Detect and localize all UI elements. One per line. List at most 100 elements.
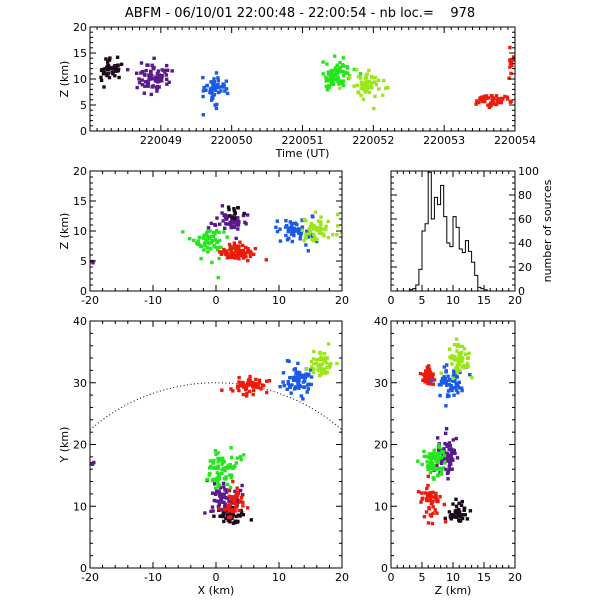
y-axis-label: Z (km): [58, 61, 71, 98]
data-point: [201, 94, 205, 99]
data-point: [139, 61, 144, 65]
data-point: [212, 498, 216, 503]
data-point: [108, 56, 112, 60]
x-tick-label: -10: [144, 571, 162, 584]
data-point: [428, 495, 433, 499]
data-point: [239, 508, 243, 513]
data-point: [426, 467, 430, 471]
data-point: [232, 207, 236, 211]
data-point: [267, 379, 272, 383]
y-tick-label: 40: [374, 315, 388, 328]
data-point: [209, 247, 213, 251]
data-point: [446, 374, 450, 378]
y-tick-label: 0: [80, 285, 87, 298]
data-point: [209, 509, 213, 513]
data-point: [157, 85, 161, 89]
data-point: [341, 56, 346, 60]
data-point: [440, 449, 444, 454]
data-point: [114, 66, 118, 70]
data-point: [119, 62, 124, 66]
data-point: [457, 501, 461, 505]
data-point: [335, 233, 339, 237]
data-point: [233, 489, 237, 494]
data-point: [229, 455, 234, 459]
data-point: [317, 231, 321, 235]
data-point: [430, 521, 435, 526]
data-point: [457, 518, 461, 522]
data-point: [223, 508, 227, 512]
data-point: [252, 252, 256, 256]
data-point: [508, 58, 512, 62]
data-point: [477, 100, 481, 105]
data-point: [319, 222, 323, 226]
data-point: [100, 68, 104, 72]
data-point: [286, 380, 290, 384]
data-point: [454, 504, 459, 508]
data-point: [508, 45, 512, 50]
data-point: [312, 223, 316, 228]
data-point: [336, 68, 341, 72]
data-point: [213, 103, 217, 107]
data-point: [288, 220, 292, 224]
data-point: [226, 466, 231, 470]
data-point: [422, 454, 427, 459]
data-point: [307, 372, 311, 376]
data-point: [299, 394, 304, 398]
data-point: [431, 495, 435, 499]
data-point: [309, 368, 313, 372]
data-point: [234, 493, 238, 498]
data-point: [486, 103, 490, 107]
x-tick-label: 0: [213, 571, 220, 584]
data-point: [231, 466, 235, 470]
data-point: [213, 223, 217, 227]
data-point: [453, 358, 458, 362]
data-point: [216, 240, 220, 244]
data-point: [431, 490, 435, 494]
x-tick-label: 220052: [352, 134, 394, 147]
data-point: [305, 367, 309, 371]
data-point: [441, 466, 445, 471]
data-point: [220, 508, 224, 512]
data-point: [209, 221, 213, 225]
data-point: [204, 237, 208, 242]
data-point: [336, 78, 340, 82]
data-point: [248, 254, 253, 258]
data-point: [135, 71, 139, 75]
data-point: [239, 383, 244, 387]
data-point: [448, 467, 452, 472]
data-point: [306, 249, 310, 253]
data-point: [217, 490, 221, 494]
data-point: [211, 96, 215, 100]
data-point: [480, 95, 484, 99]
data-point: [237, 257, 241, 261]
data-point: [436, 436, 440, 440]
data-point: [160, 79, 164, 83]
data-point: [328, 74, 332, 79]
data-point: [231, 501, 235, 505]
data-point: [241, 256, 246, 260]
data-point: [444, 431, 448, 436]
data-point: [299, 384, 303, 389]
data-point: [444, 383, 449, 387]
data-point: [462, 364, 466, 369]
data-point: [226, 464, 230, 468]
data-point: [210, 505, 215, 509]
data-point: [429, 491, 433, 495]
data-point: [220, 204, 225, 208]
data-point: [223, 502, 227, 506]
x-tick-label: 0: [388, 294, 395, 307]
data-point: [373, 75, 378, 80]
data-point: [231, 255, 235, 259]
data-point: [317, 357, 322, 361]
data-point: [227, 207, 231, 212]
y-tick-label: 10: [73, 73, 87, 86]
ticks: [89, 170, 343, 292]
data-point: [241, 500, 245, 504]
data-point: [429, 514, 434, 518]
data-point: [451, 374, 455, 378]
data-point: [433, 508, 437, 512]
data-point: [237, 384, 241, 388]
data-point: [292, 368, 296, 372]
data-point: [303, 218, 307, 222]
data-point: [229, 249, 233, 253]
